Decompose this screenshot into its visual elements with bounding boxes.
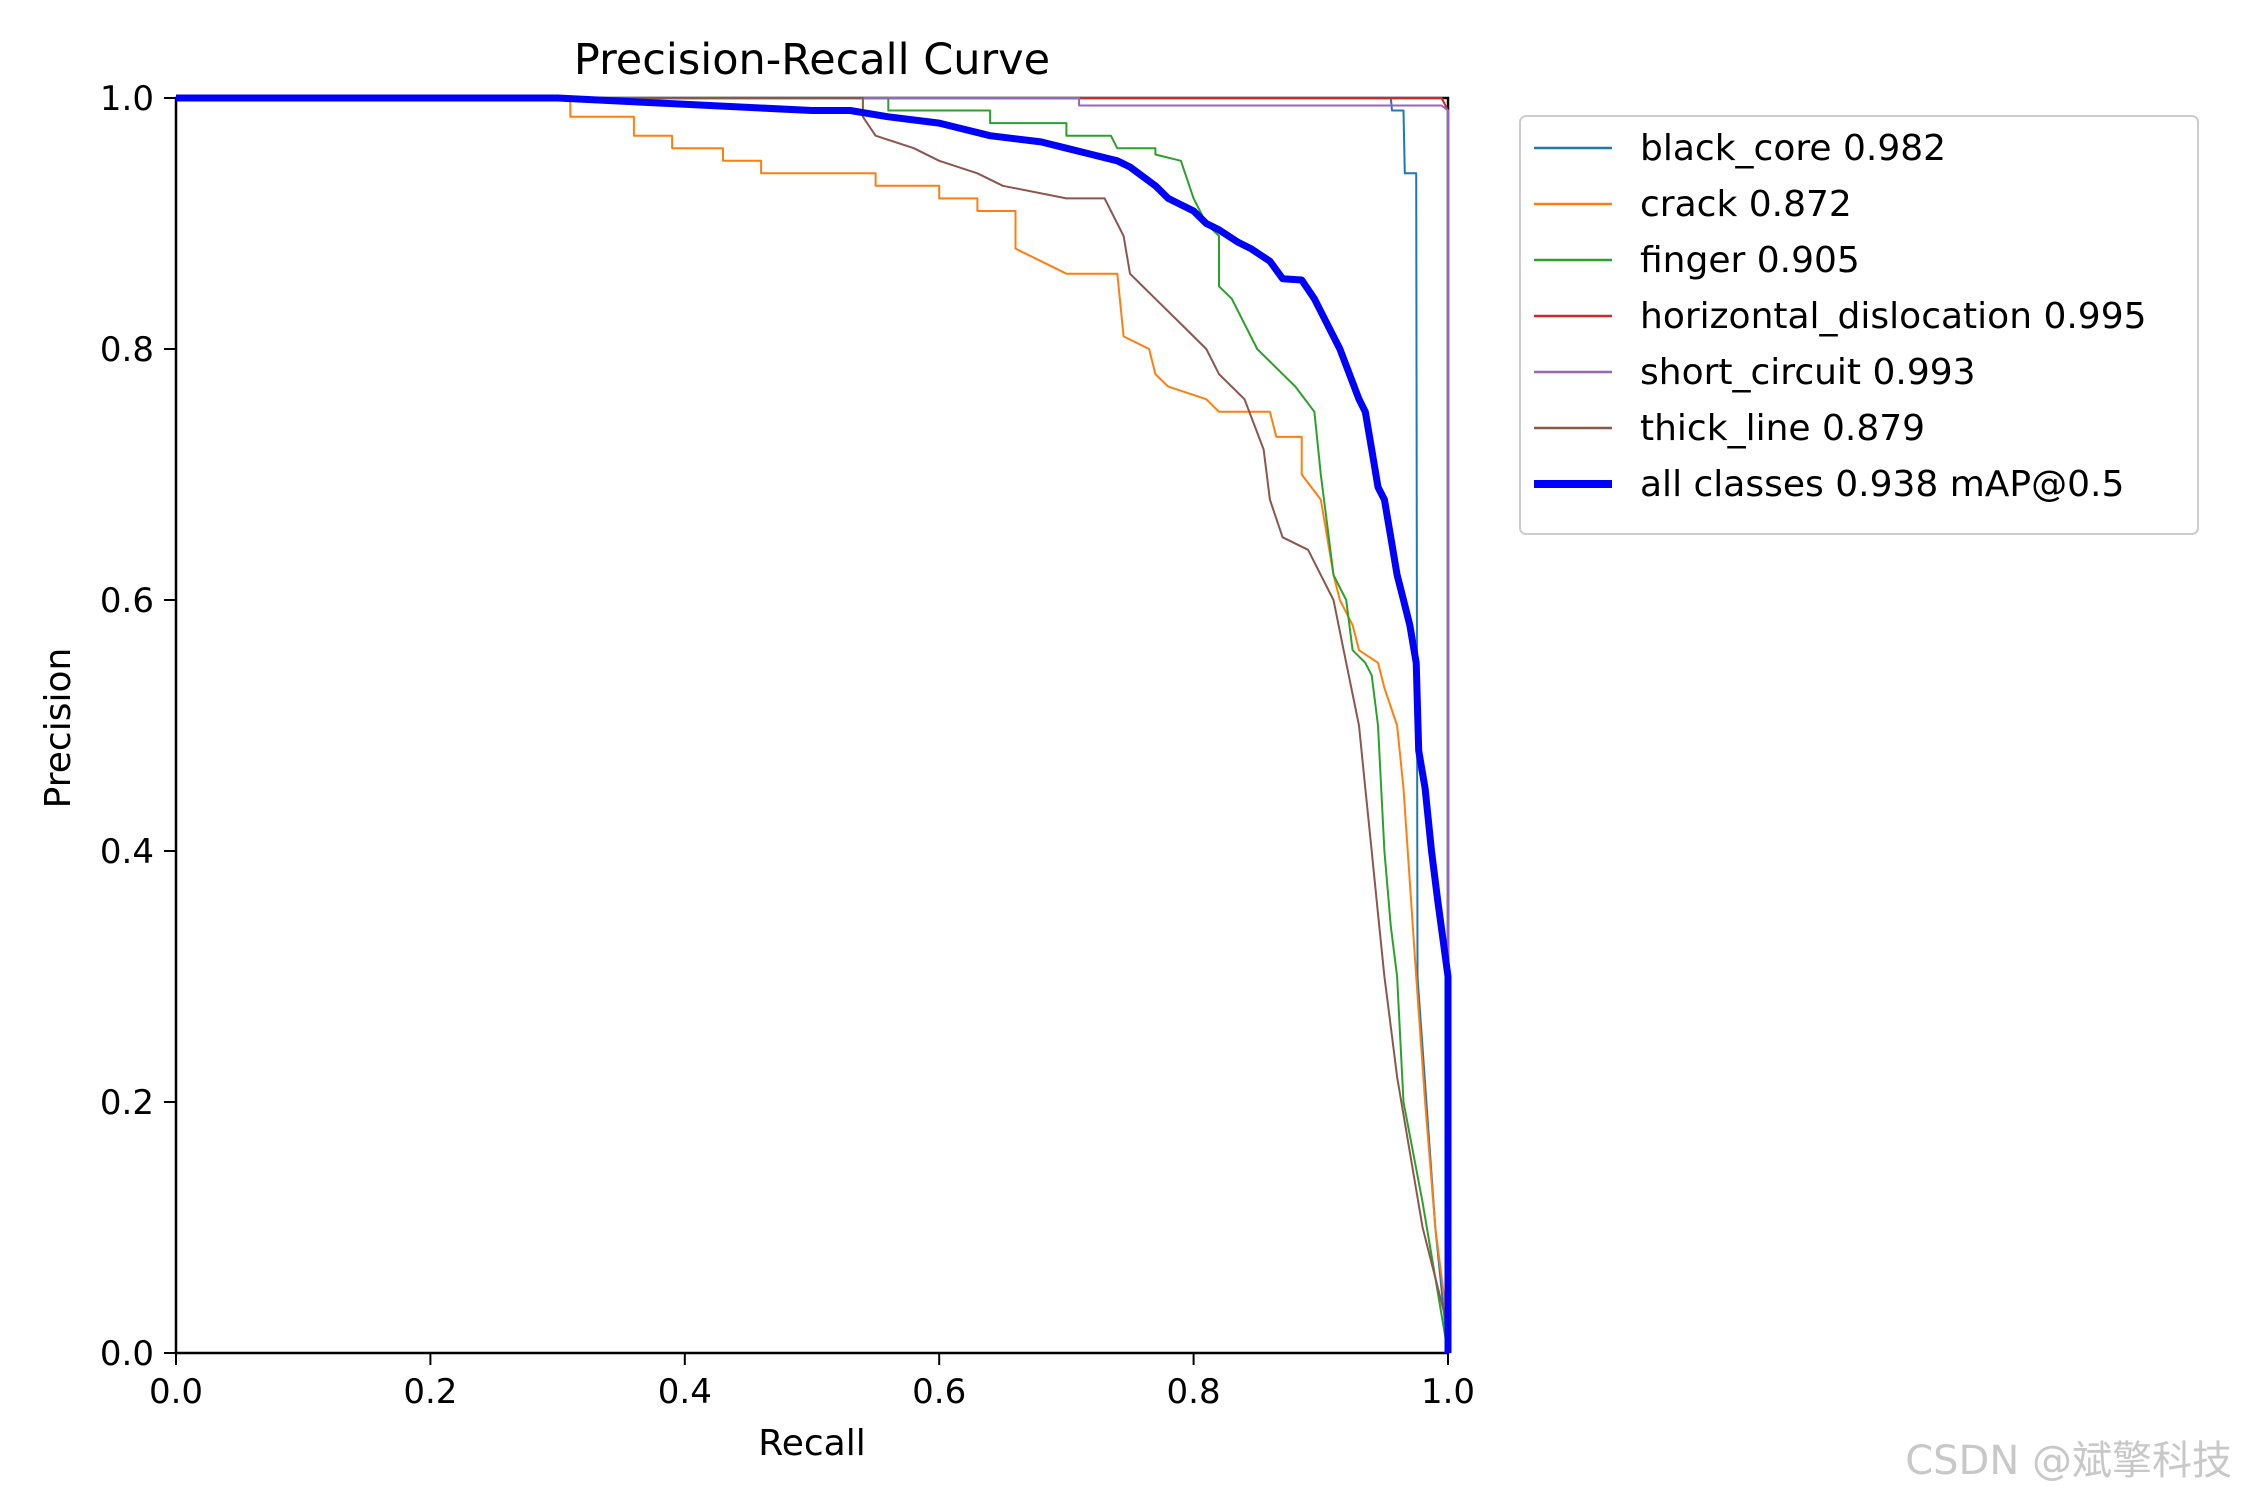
x-axis-label: Recall [758, 1423, 865, 1464]
legend-label-short-circuit: short_circuit 0.993 [1640, 352, 1976, 393]
series-line-all-classes [176, 94, 1452, 1353]
y-tick-label: 0.8 [100, 330, 154, 370]
watermark-text: CSDN @斌擎科技 [1905, 1438, 2232, 1484]
series-line-short-circuit [176, 97, 1449, 1353]
y-tick-label: 0.4 [100, 832, 154, 872]
series-line-finger [176, 97, 1449, 1354]
x-axis-ticks: 0.0 0.2 0.4 0.6 0.8 1.0 [149, 1353, 1475, 1412]
legend-box [1519, 115, 2199, 535]
legend-label-crack: crack 0.872 [1640, 184, 1852, 225]
y-tick-label: 0.0 [100, 1334, 154, 1374]
legend-label-horizontal-dislocation: horizontal_dislocation 0.995 [1640, 296, 2147, 337]
series-line-horizontal-dislocation [176, 97, 1449, 1353]
x-tick-label: 0.6 [912, 1372, 966, 1412]
legend-label-thick-line: thick_line 0.879 [1640, 408, 1925, 449]
plot-area: 0.0 0.2 0.4 0.6 0.8 1.0 0.0 0.2 0.4 0.6 0.8 1.0 [100, 79, 1475, 1412]
legend: black_core 0.982 crack 0.872 finger 0.905 h… [1519, 115, 2199, 535]
y-tick-label: 1.0 [100, 79, 154, 119]
legend-label-all-classes: all classes 0.938 mAP@0.5 [1640, 464, 2124, 505]
x-tick-label: 0.2 [403, 1372, 457, 1412]
x-tick-label: 0.4 [658, 1372, 712, 1412]
x-tick-label: 1.0 [1421, 1372, 1475, 1412]
legend-label-finger: finger 0.905 [1640, 240, 1860, 281]
x-tick-label: 0.0 [149, 1372, 203, 1412]
x-tick-label: 0.8 [1167, 1372, 1221, 1412]
series-line-crack [176, 97, 1449, 1329]
chart-title: Precision-Recall Curve [574, 35, 1050, 85]
y-tick-label: 0.6 [100, 581, 154, 621]
y-axis-ticks: 0.0 0.2 0.4 0.6 0.8 1.0 [100, 79, 176, 1374]
y-axis-label: Precision [38, 648, 79, 809]
axes-frame [174, 96, 1450, 1355]
series-line-thick-line [176, 97, 1449, 1329]
series-line-black-core [176, 97, 1449, 1354]
y-tick-label: 0.2 [100, 1083, 154, 1123]
curves [176, 94, 1452, 1354]
legend-label-black-core: black_core 0.982 [1640, 128, 1946, 169]
